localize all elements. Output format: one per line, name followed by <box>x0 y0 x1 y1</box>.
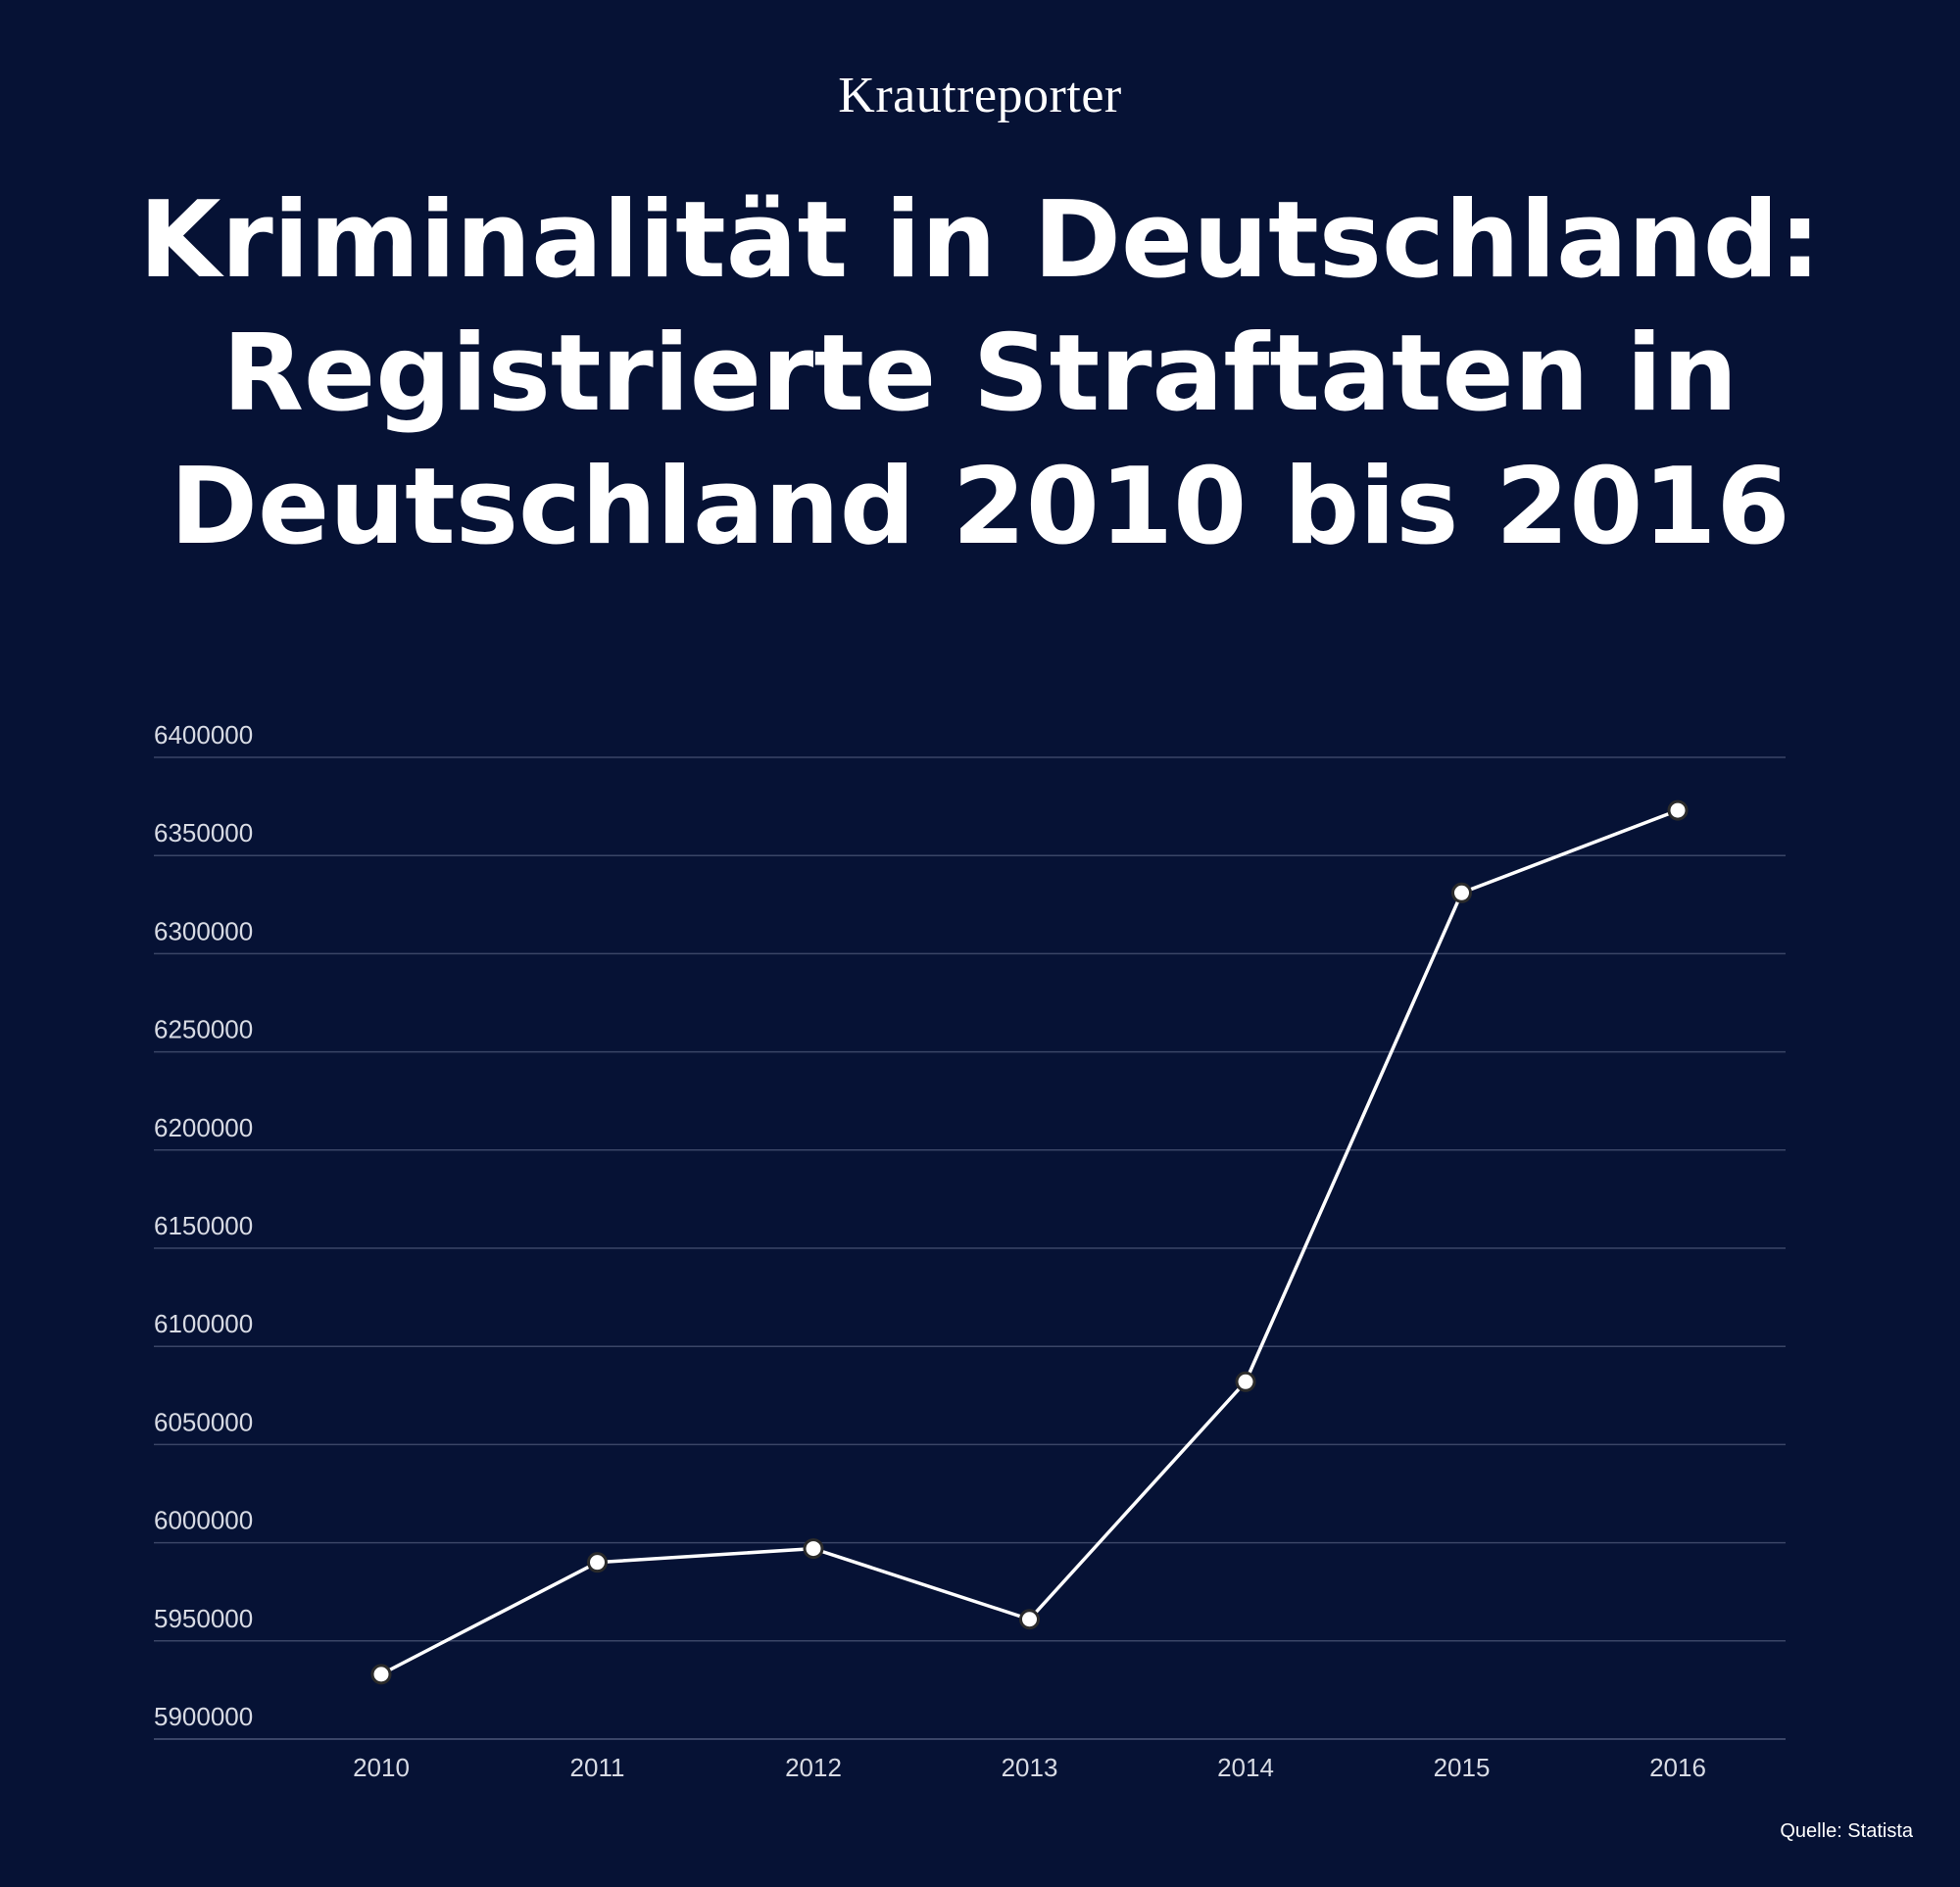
y-tick-label: 6250000 <box>154 1015 253 1044</box>
x-tick-label: 2012 <box>785 1753 842 1782</box>
y-tick-label: 6200000 <box>154 1113 253 1142</box>
x-tick-label: 2010 <box>353 1753 410 1782</box>
x-tick-label: 2016 <box>1649 1753 1706 1782</box>
y-tick-label: 6050000 <box>154 1407 253 1436</box>
data-point <box>1667 799 1689 821</box>
y-tick-label: 6400000 <box>154 720 253 750</box>
data-point <box>587 1552 608 1573</box>
y-tick-label: 6350000 <box>154 818 253 847</box>
y-tick-label: 6100000 <box>154 1309 253 1338</box>
chart-title-line-1: Kriminalität in Deutschland: <box>138 179 1822 302</box>
brand-logo: Krautreporter <box>838 68 1122 123</box>
y-tick-label: 6000000 <box>154 1506 253 1535</box>
data-point <box>1019 1609 1040 1630</box>
y-tick-label: 6300000 <box>154 916 253 945</box>
y-tick-label: 5900000 <box>154 1702 253 1731</box>
source-note: Quelle: Statista <box>1780 1820 1913 1842</box>
data-point <box>1451 882 1472 903</box>
x-tick-label: 2015 <box>1434 1753 1491 1782</box>
data-point <box>803 1538 824 1560</box>
x-tick-label: 2013 <box>1002 1753 1058 1782</box>
y-tick-label: 5950000 <box>154 1604 253 1633</box>
chart-title: Kriminalität in Deutschland: Registriert… <box>0 174 1960 574</box>
x-tick-label: 2014 <box>1217 1753 1274 1782</box>
y-tick-label: 6150000 <box>154 1211 253 1240</box>
x-tick-label: 2011 <box>570 1753 625 1782</box>
data-point <box>370 1664 392 1685</box>
data-point <box>1235 1371 1256 1392</box>
chart-title-line-3: Deutschland 2010 bis 2016 <box>170 446 1790 568</box>
chart-title-line-2: Registrierte Straftaten in <box>221 313 1739 435</box>
series-line <box>380 808 1679 1676</box>
